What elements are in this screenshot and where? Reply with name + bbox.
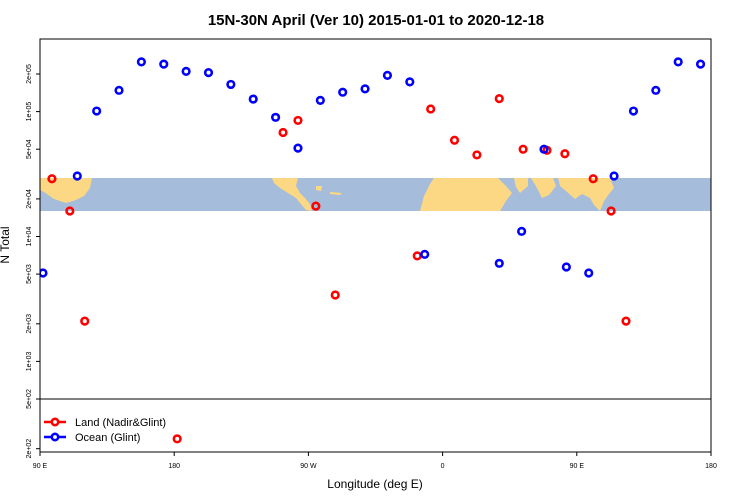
land-point <box>80 316 90 326</box>
ocean-point <box>338 87 348 97</box>
ocean-point <box>360 84 370 94</box>
land-point <box>518 144 528 154</box>
x-axis-label: Longitude (deg E) <box>327 477 422 491</box>
chart-title: 15N-30N April (Ver 10) 2015-01-01 to 202… <box>208 12 544 29</box>
land-point <box>47 174 57 184</box>
land-point <box>172 434 182 444</box>
y-tick-label: 2e+05 <box>26 64 33 84</box>
y-axis-label: N Total <box>0 226 12 263</box>
x-axis-ticks: 90 E 180 90 W 0 90 E 180 <box>33 452 717 470</box>
world-map-strip <box>40 178 711 211</box>
ocean-point <box>159 59 169 69</box>
y-tick-label: 2e+02 <box>26 439 33 459</box>
land-point <box>494 94 504 104</box>
x-tick-label: 90 E <box>33 463 48 470</box>
x-tick-label: 0 <box>441 463 445 470</box>
ocean-point <box>270 112 281 122</box>
legend-ocean-marker <box>50 432 60 442</box>
land-point <box>588 174 598 184</box>
ocean-point <box>40 268 48 278</box>
land-point <box>472 150 482 160</box>
ocean-point <box>382 70 393 80</box>
ocean-point <box>494 258 504 268</box>
plot-frame <box>39 38 712 453</box>
ocean-point <box>92 106 102 116</box>
land-point <box>621 316 631 326</box>
ocean-point <box>203 68 214 78</box>
ocean-point <box>136 57 146 67</box>
legend-land-label: Land (Nadir&Glint) <box>75 417 166 429</box>
legend-land-marker <box>50 417 60 427</box>
x-tick-label: 90 W <box>300 463 317 470</box>
y-tick-label: 5e+03 <box>26 264 33 284</box>
y-tick-label: 1e+05 <box>26 102 33 122</box>
legend: Land (Nadir&Glint) Ocean (Glint) <box>44 417 166 444</box>
ocean-point <box>248 94 258 104</box>
ocean-point <box>517 226 527 236</box>
x-tick-label: 90 E <box>570 463 585 470</box>
ocean-point <box>72 171 82 181</box>
y-tick-label: 2e+03 <box>26 314 33 334</box>
ocean-point <box>226 79 236 90</box>
ocean-point <box>405 77 415 87</box>
land-point <box>293 115 303 126</box>
land-point <box>560 149 570 159</box>
land-point <box>426 104 436 114</box>
land-point <box>311 201 321 211</box>
land-point <box>330 290 340 300</box>
ocean-point <box>293 143 303 153</box>
ocean-point <box>539 144 549 154</box>
ocean-point <box>584 268 594 278</box>
land-point <box>449 135 460 145</box>
legend-ocean-label: Ocean (Glint) <box>75 432 140 444</box>
y-axis-ticks: 2e+02 5e+02 1e+03 2e+03 5e+03 1e+04 2e+04 5e+04… <box>26 64 40 459</box>
ocean-point <box>181 66 191 76</box>
land-point <box>65 206 75 216</box>
land-point <box>412 251 422 261</box>
land-point <box>606 206 616 216</box>
ocean-point <box>315 95 325 105</box>
land-point <box>278 127 288 138</box>
ocean-point <box>651 85 661 95</box>
y-tick-label: 1e+03 <box>26 351 33 371</box>
data-points <box>40 57 706 444</box>
ocean-point <box>420 249 430 259</box>
y-tick-label: 1e+04 <box>26 227 33 247</box>
y-tick-label: 5e+02 <box>26 389 33 409</box>
ocean-point <box>673 57 683 67</box>
ocean-point <box>695 59 706 69</box>
y-tick-label: 5e+04 <box>26 139 33 159</box>
y-tick-label: 2e+04 <box>26 189 33 209</box>
x-tick-label: 180 <box>168 463 180 470</box>
ocean-point <box>609 171 619 181</box>
ocean-point <box>114 85 124 95</box>
ocean-point <box>628 106 639 116</box>
x-tick-label: 180 <box>705 463 717 470</box>
ocean-point <box>561 262 571 272</box>
